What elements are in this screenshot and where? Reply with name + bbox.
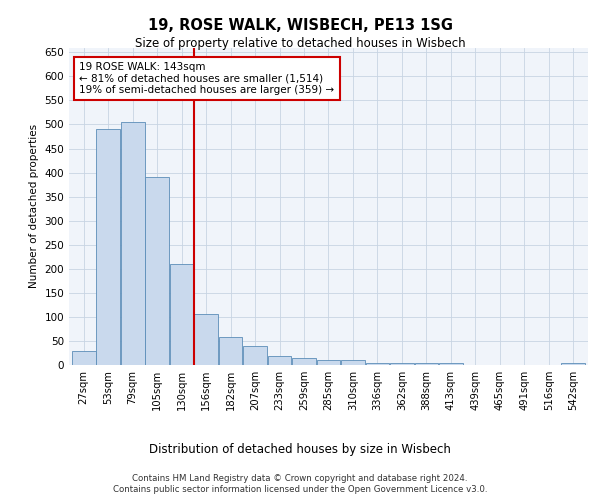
Bar [121, 122, 145, 365]
Bar [365, 362, 389, 365]
Bar [317, 360, 340, 365]
Bar [145, 178, 169, 365]
Bar [415, 363, 438, 365]
Text: Contains HM Land Registry data © Crown copyright and database right 2024.
Contai: Contains HM Land Registry data © Crown c… [113, 474, 487, 494]
Y-axis label: Number of detached properties: Number of detached properties [29, 124, 39, 288]
Bar [292, 358, 316, 365]
Bar [219, 336, 242, 365]
Bar [562, 362, 585, 365]
Bar [194, 314, 218, 365]
Bar [341, 360, 365, 365]
Bar [390, 363, 414, 365]
Text: 19 ROSE WALK: 143sqm
← 81% of detached houses are smaller (1,514)
19% of semi-de: 19 ROSE WALK: 143sqm ← 81% of detached h… [79, 62, 335, 95]
Bar [96, 130, 120, 365]
Bar [243, 346, 267, 365]
Bar [170, 264, 193, 365]
Text: 19, ROSE WALK, WISBECH, PE13 1SG: 19, ROSE WALK, WISBECH, PE13 1SG [148, 18, 452, 32]
Text: Distribution of detached houses by size in Wisbech: Distribution of detached houses by size … [149, 442, 451, 456]
Bar [72, 350, 95, 365]
Text: Size of property relative to detached houses in Wisbech: Size of property relative to detached ho… [134, 38, 466, 51]
Bar [439, 362, 463, 365]
Bar [268, 356, 292, 365]
